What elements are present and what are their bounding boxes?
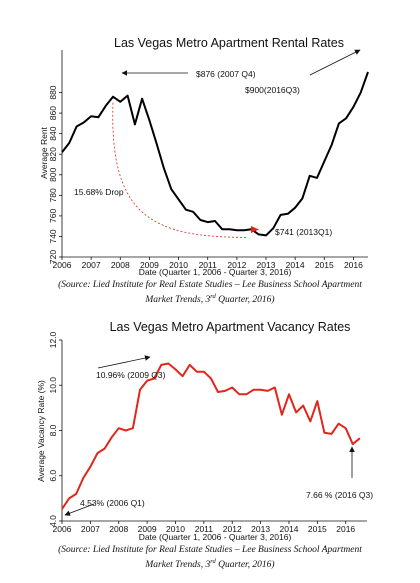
rent-x-tick-label: 2011	[199, 260, 218, 270]
rent-source-line2a: Market Trends, 3	[145, 295, 211, 306]
vacancy-latest-label: 7.66 % (2016 Q3)	[306, 490, 373, 500]
vacancy-source-line2a: Market Trends, 3	[145, 560, 211, 571]
rent-y-tick-label: 740	[48, 229, 58, 243]
rent-y-tick-label: 880	[48, 85, 58, 99]
vacancy-y-tick-label: 4.0	[48, 515, 58, 527]
rent-x-tick-label: 2015	[315, 260, 334, 270]
vacancy-x-axis-label: Date (Quarter 1, 2006 - Quarter 3, 2016)	[139, 532, 292, 542]
vacancy-x-tick-label: 2010	[166, 524, 185, 534]
rent-chart-title: Las Vegas Metro Apartment Rental Rates	[114, 36, 344, 50]
vacancy-source-note: (Source: Lied Institute for Real Estate …	[0, 544, 420, 571]
rent-x-tick-label: 2013	[257, 260, 276, 270]
vacancy-source-sup: rd	[210, 558, 216, 565]
vacancy-chart: Las Vegas Metro Apartment Vacancy Rates …	[36, 320, 373, 542]
rent-latest-label: $900(2016Q3)	[245, 85, 300, 95]
rent-x-tick-label: 2006	[53, 260, 72, 270]
vacancy-x-tick-label: 2016	[336, 524, 355, 534]
vacancy-chart-title: Las Vegas Metro Apartment Vacancy Rates	[110, 320, 351, 334]
rent-drop-curve	[112, 102, 249, 238]
vacancy-y-tick-label: 8.0	[48, 424, 58, 436]
rent-y-axis-label: Average Rent	[39, 126, 49, 178]
rent-y-tick-label: 840	[48, 126, 58, 140]
vacancy-x-tick-label: 2015	[308, 524, 327, 534]
vacancy-series-line	[61, 362, 361, 510]
vacancy-peak-label: 10.96% (2009 Q3)	[96, 370, 166, 380]
vacancy-x-tick-label: 2014	[280, 524, 299, 534]
vacancy-x-ticks: 2006 2007 2008 2009 2010 2011 2012 2013 2014 2015…	[53, 521, 355, 534]
rent-peak-label: $876 (2007 Q4)	[196, 69, 256, 79]
vacancy-x-tick-label: 2006	[53, 524, 72, 534]
rent-x-ticks: 2006 2007 2008 2009 2010 2011 2012 2013 2014 2015…	[53, 257, 363, 270]
vacancy-x-tick-label: 2011	[195, 524, 214, 534]
rent-source-line1: (Source: Lied Institute for Real Estate …	[58, 280, 362, 290]
rent-x-tick-label: 2008	[111, 260, 130, 270]
vacancy-x-tick-label: 2013	[251, 524, 270, 534]
rent-x-tick-label: 2014	[286, 260, 305, 270]
vacancy-y-axis-label: Average Vacancy Rate (%)	[36, 380, 46, 482]
rent-latest-arrow	[309, 49, 361, 76]
vacancy-y-tick-label: 10.0	[48, 377, 58, 394]
rent-drop-arrowhead	[251, 226, 259, 233]
rent-y-tick-label: 760	[48, 209, 58, 223]
rent-x-tick-label: 2010	[169, 260, 188, 270]
rent-y-tick-label: 720	[48, 250, 58, 264]
rent-low-label: $741 (2013Q1)	[275, 227, 332, 237]
rent-x-tick-label: 2012	[227, 260, 246, 270]
vacancy-peak-arrow	[97, 355, 151, 369]
vacancy-y-ticks: 4.0 6.0 8.0 10.0 12.0	[48, 331, 62, 527]
vacancy-x-tick-label: 2008	[109, 524, 128, 534]
vacancy-x-tick-label: 2007	[81, 524, 100, 534]
vacancy-y-tick-label: 12.0	[48, 331, 58, 348]
rent-x-tick-label: 2007	[82, 260, 101, 270]
rent-drop-label: 15.68% Drop	[74, 187, 124, 197]
vacancy-start-arrow	[64, 503, 95, 516]
rent-y-tick-label: 820	[48, 147, 58, 161]
rent-x-tick-label: 2016	[344, 260, 363, 270]
vacancy-start-label: 4.53% (2006 Q1)	[80, 498, 145, 508]
rent-series-line	[61, 71, 369, 237]
rent-chart: Las Vegas Metro Apartment Rental Rates 7…	[39, 36, 369, 277]
rent-axes	[61, 50, 368, 258]
vacancy-y-tick-label: 6.0	[48, 470, 58, 482]
rent-x-axis-label: Date (Quarter 1, 2006 - Quarter 3, 2016)	[139, 267, 292, 277]
vacancy-source-line1: (Source: Lied Institute for Real Estate …	[58, 545, 362, 555]
rent-y-tick-label: 800	[48, 167, 58, 181]
rent-y-ticks: 720 740 760 780 800 820 840 860 880	[48, 85, 62, 264]
vacancy-x-tick-label: 2012	[223, 524, 242, 534]
vacancy-source-line2b: Quarter, 2016)	[215, 560, 275, 571]
rent-y-tick-label: 780	[48, 188, 58, 202]
rent-x-tick-label: 2009	[140, 260, 159, 270]
rent-source-sup: rd	[210, 293, 216, 300]
rent-y-tick-label: 860	[48, 106, 58, 120]
vacancy-x-tick-label: 2009	[138, 524, 157, 534]
rent-source-note: (Source: Lied Institute for Real Estate …	[0, 279, 420, 306]
rent-source-line2b: Quarter, 2016)	[215, 295, 275, 306]
